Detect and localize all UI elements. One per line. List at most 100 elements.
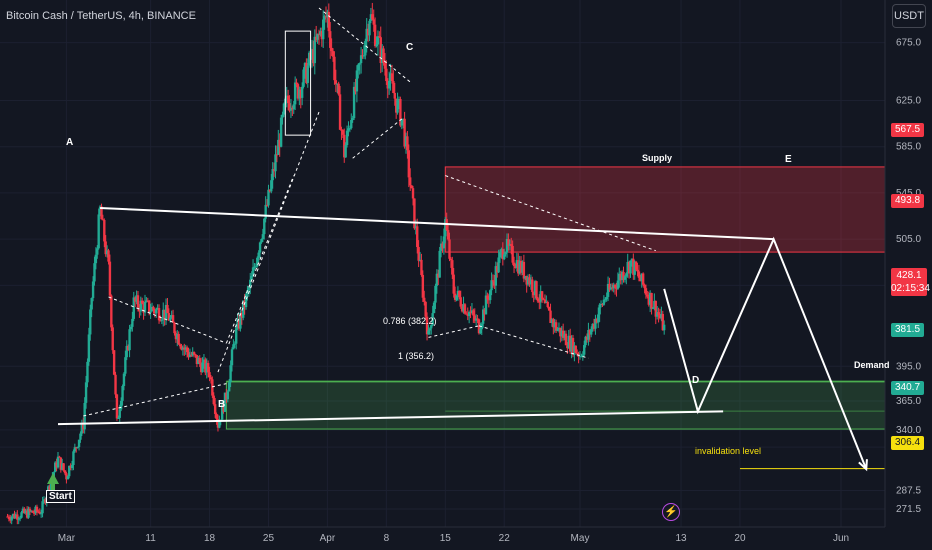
fib-786-label: 0.786 (382.2) bbox=[383, 316, 437, 326]
candle-body bbox=[195, 355, 199, 365]
candle-body bbox=[333, 56, 336, 81]
candle-body bbox=[288, 103, 291, 111]
candle-body bbox=[362, 55, 366, 57]
candle-body bbox=[121, 386, 124, 401]
candle-body bbox=[608, 283, 611, 290]
chart-grid bbox=[0, 0, 885, 527]
candle-body bbox=[632, 258, 635, 275]
candle-body bbox=[518, 260, 521, 274]
candle-body bbox=[660, 313, 663, 319]
candle-body bbox=[625, 273, 628, 277]
candle-body bbox=[211, 379, 214, 396]
candle-body bbox=[383, 63, 387, 69]
candle-body bbox=[343, 134, 346, 158]
candle-body bbox=[421, 274, 425, 298]
candle-body bbox=[399, 99, 402, 126]
candle-body bbox=[424, 301, 427, 317]
candle-body bbox=[55, 462, 58, 468]
candle-body bbox=[501, 249, 505, 260]
candle-body bbox=[25, 510, 29, 518]
candle-body bbox=[463, 304, 467, 314]
candle-body bbox=[535, 281, 538, 299]
candle-body bbox=[503, 254, 506, 260]
candle-body bbox=[73, 447, 77, 452]
lightning-icon[interactable]: ⚡ bbox=[662, 503, 680, 521]
candle-body bbox=[581, 354, 585, 357]
supply-bottom-tag: 493.8 bbox=[891, 194, 925, 208]
candle-body bbox=[256, 257, 259, 267]
candle-body bbox=[397, 99, 401, 101]
candle-body bbox=[257, 252, 260, 258]
candle-body bbox=[587, 330, 590, 340]
candle-body bbox=[260, 239, 263, 243]
candle-body bbox=[39, 513, 43, 515]
candle-body bbox=[355, 70, 359, 92]
time-tick-label: 22 bbox=[499, 533, 511, 544]
candle-body bbox=[205, 363, 208, 373]
candle-body bbox=[169, 317, 172, 321]
candle-body bbox=[413, 198, 416, 229]
candle-body bbox=[438, 250, 441, 278]
price-tick-label: 340.0 bbox=[896, 425, 921, 436]
candle-body bbox=[407, 150, 411, 178]
candle-body bbox=[585, 336, 589, 340]
candle-body bbox=[31, 510, 34, 513]
candle-body bbox=[59, 457, 63, 470]
candle-body bbox=[330, 47, 333, 52]
candle-body bbox=[531, 279, 534, 293]
candle-body bbox=[389, 73, 392, 81]
candle-body bbox=[639, 277, 642, 282]
candle-body bbox=[662, 324, 666, 331]
price-tick-label: 545.0 bbox=[896, 188, 921, 199]
candle-body bbox=[9, 519, 12, 521]
candle-body bbox=[14, 514, 18, 519]
projection-path bbox=[663, 236, 868, 470]
candle-body bbox=[300, 86, 304, 98]
pattern-dashed-line bbox=[217, 111, 320, 373]
candle-body bbox=[378, 36, 381, 38]
candle-body bbox=[119, 400, 123, 410]
candle-body bbox=[504, 252, 507, 255]
candle-body bbox=[493, 281, 496, 286]
price-tick-label: 365.0 bbox=[896, 396, 921, 407]
candle-body bbox=[403, 118, 406, 147]
candle-body bbox=[202, 359, 206, 363]
invalidation-label: invalidation level bbox=[695, 446, 762, 456]
candle-body bbox=[222, 404, 225, 412]
candle-body bbox=[526, 277, 530, 285]
candle-body bbox=[80, 422, 84, 434]
currency-button[interactable]: USDT bbox=[892, 4, 926, 28]
candle-body bbox=[425, 316, 429, 335]
candle-body bbox=[140, 300, 144, 304]
supply-label: Supply bbox=[642, 153, 673, 163]
candle-body bbox=[613, 284, 617, 288]
candle-body bbox=[449, 258, 453, 261]
candle-body bbox=[609, 287, 613, 290]
candle-body bbox=[394, 98, 398, 113]
candle-body bbox=[174, 333, 178, 340]
candle-body bbox=[194, 354, 197, 356]
candle-body bbox=[188, 354, 192, 357]
candle-body bbox=[604, 299, 607, 301]
candle-body bbox=[640, 273, 643, 282]
candle-body bbox=[235, 328, 238, 344]
candle-body bbox=[431, 313, 434, 326]
candle-body bbox=[620, 271, 624, 281]
time-tick-label: 15 bbox=[440, 533, 452, 544]
candle-body bbox=[467, 312, 471, 317]
candle-body bbox=[23, 508, 26, 514]
candle-body bbox=[517, 260, 520, 274]
candle-countdown: 02:15:34 bbox=[891, 283, 930, 294]
candle-body bbox=[286, 95, 290, 104]
candle-body bbox=[641, 273, 645, 285]
candle-body bbox=[559, 327, 562, 337]
candle-body bbox=[365, 28, 368, 42]
symbol-title: Bitcoin Cash / TetherUS, 4h, BINANCE bbox=[6, 10, 196, 22]
candle-body bbox=[595, 319, 599, 323]
upper-trendline bbox=[100, 206, 774, 241]
candle-body bbox=[584, 336, 587, 346]
candle-body bbox=[138, 307, 141, 312]
candle-body bbox=[599, 303, 603, 305]
candle-body bbox=[474, 318, 478, 321]
